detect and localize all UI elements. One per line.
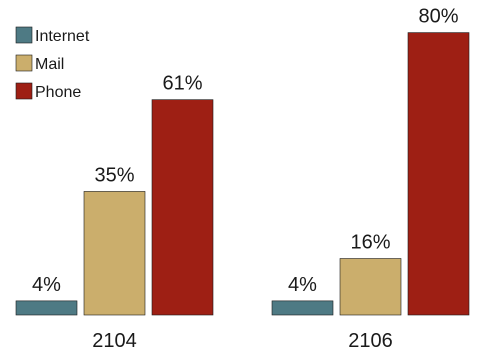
data-label-mail-2106: 16% (350, 232, 390, 254)
bar-internet-2106 (271, 300, 334, 316)
legend-label-phone: Phone (35, 84, 81, 101)
category-label-2106: 2106 (348, 330, 393, 352)
legend-label-internet: Internet (35, 28, 90, 45)
data-label-internet-2106: 4% (288, 274, 317, 296)
category-label-2104: 2104 (92, 330, 137, 352)
bar-mail-2104 (83, 191, 146, 316)
legend-swatch-internet (15, 26, 33, 44)
data-label-phone-2104: 61% (162, 73, 202, 95)
bar-phone-2104 (151, 99, 214, 316)
bar-internet-2104 (15, 300, 78, 316)
legend-swatch-mail (15, 54, 33, 72)
data-label-mail-2104: 35% (94, 164, 134, 186)
bar-phone-2106 (407, 32, 470, 316)
legend-swatch-phone (15, 82, 33, 100)
data-label-phone-2106: 80% (418, 6, 458, 28)
data-label-internet-2104: 4% (32, 274, 61, 296)
bar-mail-2106 (339, 258, 402, 316)
legend-label-mail: Mail (35, 56, 64, 73)
